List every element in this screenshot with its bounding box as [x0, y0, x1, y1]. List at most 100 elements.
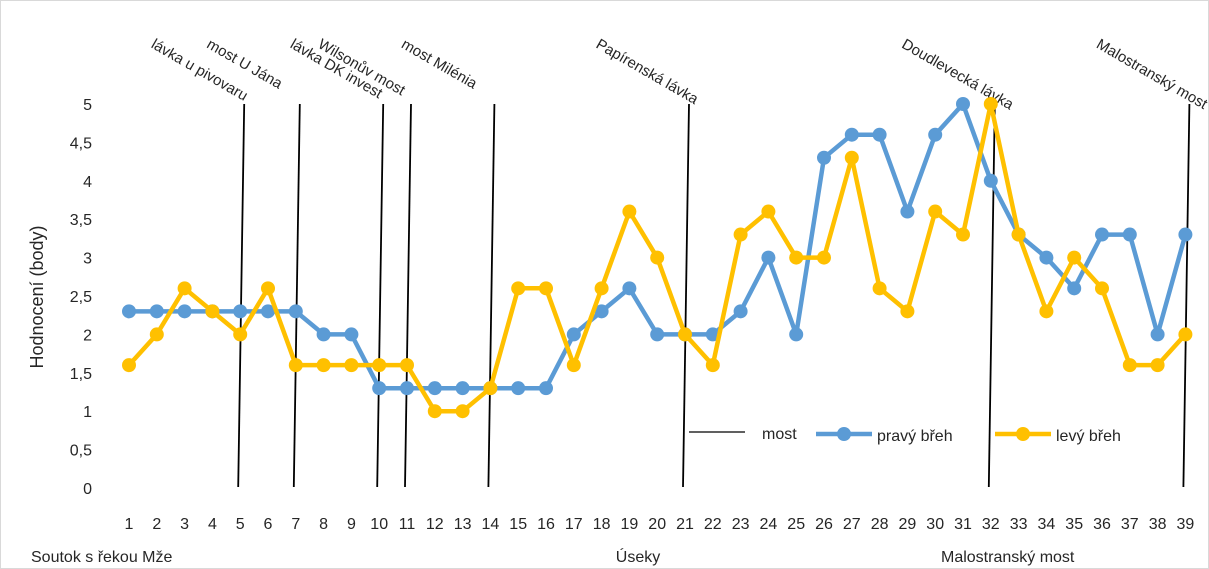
legend-label: levý břeh: [1056, 428, 1121, 445]
x-tick-label: 27: [843, 516, 861, 533]
data-point: [928, 127, 943, 142]
bridge-line: [376, 103, 385, 488]
y-tick-label: 5: [83, 97, 92, 114]
data-point: [956, 227, 970, 242]
data-point: [344, 327, 359, 342]
x-tick-label: 15: [509, 516, 527, 533]
data-point: [872, 127, 887, 142]
data-point: [511, 381, 526, 396]
x-tick-label: 3: [180, 516, 189, 533]
bridge-line: [292, 103, 301, 488]
bridge-label: Malostranský most: [1093, 36, 1208, 114]
data-point: [817, 250, 831, 265]
data-point: [594, 304, 609, 319]
x-tick-label: 25: [787, 516, 805, 533]
x-tick-label: 37: [1121, 516, 1139, 533]
data-point: [789, 327, 804, 342]
x-tick-label: 4: [208, 516, 217, 533]
y-tick-label: 1,5: [70, 366, 92, 383]
data-point: [372, 358, 387, 373]
data-point: [316, 358, 331, 373]
y-tick-label: 2: [83, 327, 92, 344]
data-point: [205, 304, 220, 319]
data-point: [1122, 227, 1137, 242]
data-point: [1039, 250, 1054, 265]
data-point: [539, 281, 553, 296]
data-point: [1095, 281, 1109, 296]
data-point: [455, 381, 470, 396]
data-point: [1178, 327, 1193, 342]
data-point: [539, 381, 553, 396]
data-point: [261, 281, 275, 296]
data-point: [1150, 358, 1165, 373]
x-tick-label: 5: [236, 516, 245, 533]
x-tick-label: 36: [1093, 516, 1111, 533]
x-tick-label: 20: [648, 516, 666, 533]
data-point: [1178, 227, 1193, 242]
x-tick-label: 17: [565, 516, 583, 533]
y-axis-label: Hodnocení (body): [27, 225, 47, 368]
x-tick-label: 11: [399, 516, 416, 533]
data-point: [678, 327, 692, 342]
data-point: [983, 173, 998, 188]
data-point: [761, 250, 776, 265]
y-tick-label: 3,5: [70, 212, 92, 229]
data-point: [1039, 304, 1054, 319]
x-tick-label: 30: [926, 516, 944, 533]
data-point: [372, 381, 387, 396]
bridge-label: Papírenská lávka: [593, 36, 702, 109]
x-tick-label: 2: [152, 516, 161, 533]
data-point: [288, 304, 303, 319]
x-tick-label: 21: [676, 516, 694, 533]
data-point: [1122, 358, 1137, 373]
x-tick-label: 28: [871, 516, 889, 533]
data-point: [594, 281, 609, 296]
x-tick-label: 9: [347, 516, 356, 533]
x-tick-label: 33: [1010, 516, 1028, 533]
x-tick-label: 34: [1038, 516, 1056, 533]
x-tick-label: 22: [704, 516, 722, 533]
data-point: [844, 127, 859, 142]
y-tick-label: 1: [83, 404, 92, 421]
data-point: [261, 304, 275, 319]
x-tick-label: 39: [1177, 516, 1195, 533]
x-tick-label: 26: [815, 516, 833, 533]
data-point: [650, 327, 665, 342]
x-tick-label: 6: [264, 516, 273, 533]
x-tick-label: 31: [954, 516, 972, 533]
x-tick-label: 23: [732, 516, 750, 533]
legend-label: most: [762, 426, 797, 443]
data-point: [622, 204, 637, 219]
x-tick-label: 32: [982, 516, 1000, 533]
data-point: [122, 304, 136, 319]
data-point: [983, 97, 998, 111]
data-point: [483, 381, 498, 396]
data-point: [761, 204, 776, 219]
data-point: [455, 404, 470, 419]
x-tick-label: 35: [1065, 516, 1083, 533]
bridge-line: [237, 103, 246, 488]
bridge-line: [682, 103, 690, 488]
data-point: [149, 304, 164, 319]
data-point: [928, 204, 943, 219]
data-point: [1067, 250, 1082, 265]
data-point: [1150, 327, 1165, 342]
x-tick-label: 14: [482, 516, 500, 533]
data-point: [566, 358, 581, 373]
x-tick-label: 1: [125, 516, 134, 533]
data-point: [956, 97, 970, 111]
data-point: [316, 327, 331, 342]
data-point: [705, 358, 720, 373]
data-point: [817, 150, 831, 165]
data-point: [733, 227, 748, 242]
data-point: [1011, 227, 1026, 242]
footer-right-label: Malostranský most: [941, 549, 1075, 566]
x-tick-label: 7: [291, 516, 300, 533]
data-point: [177, 304, 192, 319]
data-point: [233, 304, 248, 319]
data-point: [400, 358, 414, 373]
x-tick-label: 24: [760, 516, 778, 533]
y-tick-label: 0,5: [70, 443, 92, 460]
data-point: [844, 150, 859, 165]
